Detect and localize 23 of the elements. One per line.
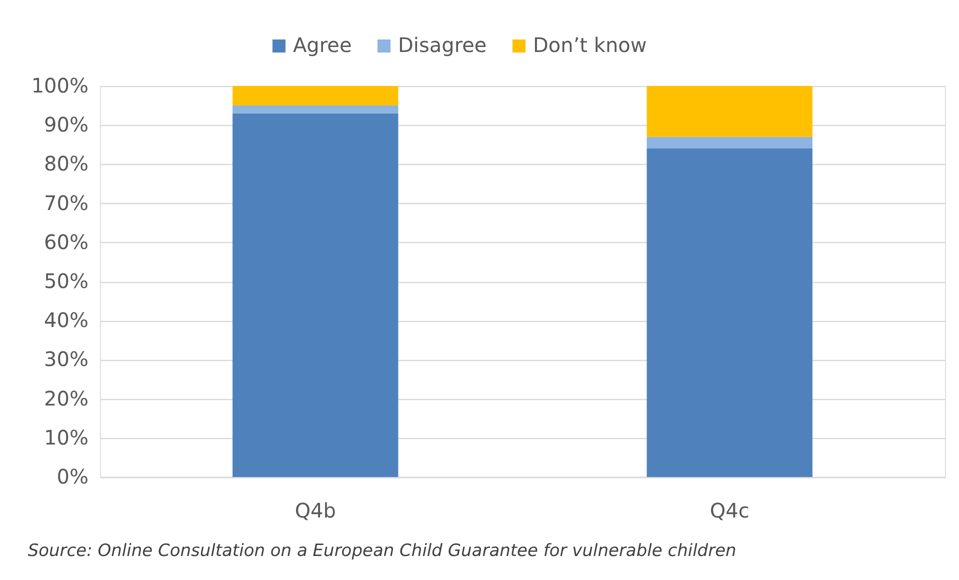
legend-label: Disagree (398, 33, 487, 57)
bar (646, 136, 812, 149)
y-tick-label: 10% (44, 425, 88, 450)
y-tick-label: 0% (56, 464, 88, 488)
y-tick-label: 80% (44, 152, 88, 176)
x-tick-label: Q4b (294, 498, 336, 522)
legend-label: Agree (293, 33, 352, 57)
bar (646, 148, 812, 477)
bar (232, 106, 398, 114)
y-tick-label: 90% (44, 112, 88, 137)
y-tick-label: 40% (44, 308, 88, 332)
y-tick-label: 30% (44, 347, 88, 372)
bar (232, 113, 398, 477)
y-tick-label: 20% (44, 386, 88, 410)
x-tick-label: Q4c (710, 498, 750, 522)
y-tick-label: 70% (44, 190, 88, 215)
bar (232, 86, 398, 106)
y-tick-label: 100% (31, 74, 88, 98)
bar (646, 86, 812, 137)
source-note: Source: Online Consultation on a European Child Guarantee for vulnerable children (28, 541, 736, 561)
y-tick-label: 50% (44, 269, 88, 293)
legend-label: Don’t know (533, 33, 647, 57)
y-tick-label: 60% (44, 230, 88, 254)
